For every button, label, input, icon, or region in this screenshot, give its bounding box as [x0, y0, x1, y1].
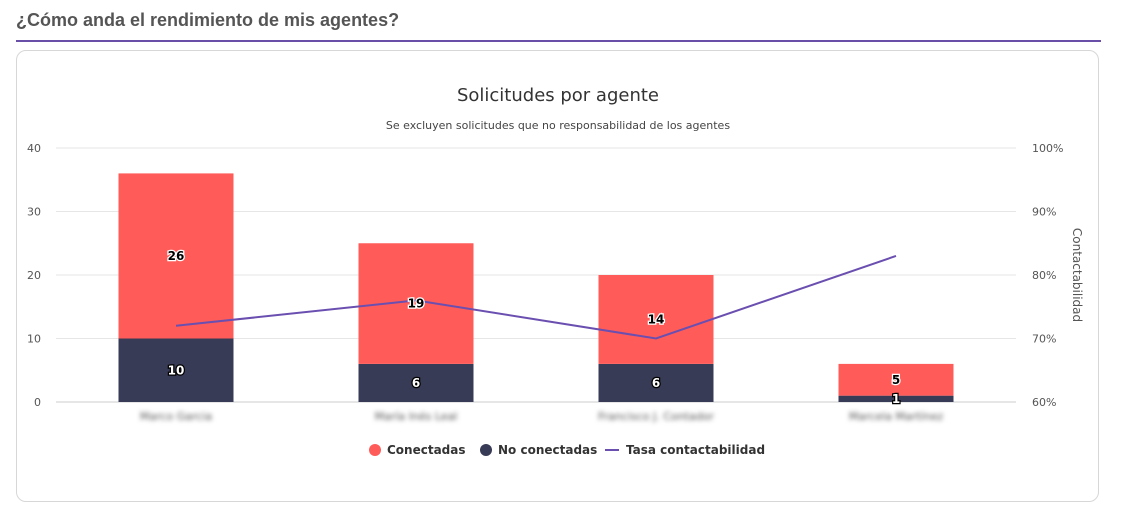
bar-value-label: 26 — [168, 249, 185, 263]
section-title: ¿Cómo anda el rendimiento de mis agentes… — [16, 10, 400, 30]
bar-segment — [838, 395, 954, 402]
legend-marker — [369, 444, 381, 456]
right-tick-label: 100% — [1032, 142, 1063, 155]
left-tick-label: 0 — [34, 396, 41, 409]
right-tick-label: 60% — [1032, 396, 1056, 409]
bars — [118, 173, 954, 402]
legend-item: Tasa contactabilidad — [605, 443, 765, 457]
bar-value-label: 6 — [652, 376, 660, 390]
bar-value-label: 14 — [648, 312, 665, 326]
x-tick-label: Marcela Martínez — [849, 410, 943, 423]
bar-value-label: 5 — [892, 373, 900, 387]
right-axis: 60% 70% 80% 90% 100% — [1032, 142, 1063, 409]
left-tick-label: 20 — [27, 269, 41, 282]
left-tick-label: 40 — [27, 142, 41, 155]
bar-segment — [358, 363, 474, 402]
x-tick-label: María Inés Leal — [375, 410, 458, 423]
right-tick-label: 80% — [1032, 269, 1056, 282]
title-divider — [16, 40, 1101, 42]
left-axis: 0 10 20 30 40 — [27, 142, 41, 409]
x-axis-labels: Marco Garcia María Inés Leal Francisco J. … — [140, 410, 943, 423]
line-series-path — [175, 255, 897, 340]
chart-title: Solicitudes por agente — [457, 85, 659, 106]
legend: Conectadas No conectadas Tasa contactabili… — [369, 443, 765, 457]
bar-segment — [598, 363, 714, 402]
right-tick-label: 70% — [1032, 333, 1056, 346]
legend-label: Conectadas — [387, 443, 466, 457]
bar-segment — [118, 173, 234, 339]
right-tick-label: 90% — [1032, 206, 1056, 219]
data-labels: 10 26 6 19 6 14 1 5 — [166, 248, 901, 407]
bar-segment — [598, 275, 714, 364]
bar-value-label: 10 — [168, 363, 185, 377]
right-axis-label: Contactabilidad — [1070, 228, 1084, 322]
bar-value-label: 1 — [892, 392, 900, 406]
legend-item: Conectadas — [369, 443, 466, 457]
bar-value-label: 6 — [412, 376, 420, 390]
contactabilidad-line — [175, 255, 897, 340]
legend-item: No conectadas — [480, 443, 597, 457]
chart-subtitle: Se excluyen solicitudes que no responsab… — [386, 119, 730, 132]
legend-label: Tasa contactabilidad — [626, 443, 765, 457]
legend-label: No conectadas — [498, 443, 597, 457]
x-tick-label: Marco Garcia — [140, 410, 212, 423]
left-tick-label: 30 — [27, 206, 41, 219]
bar-value-label: 19 — [408, 297, 425, 311]
bar-segment — [118, 338, 234, 402]
x-tick-label: Francisco J. Contador — [598, 410, 714, 423]
bar-segment — [838, 363, 954, 396]
left-tick-label: 10 — [27, 333, 41, 346]
legend-marker — [480, 444, 492, 456]
